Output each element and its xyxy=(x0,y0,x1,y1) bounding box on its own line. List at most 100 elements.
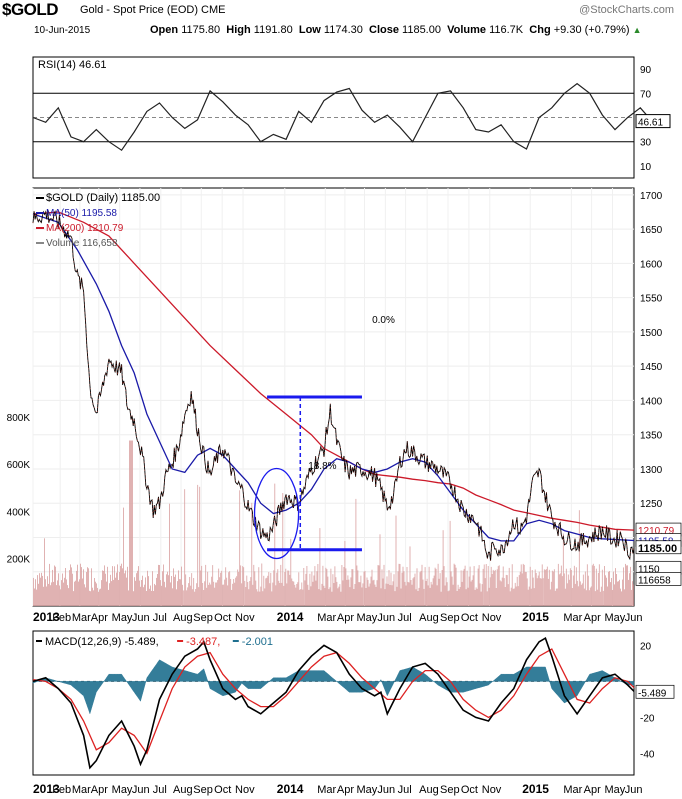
volume-bar xyxy=(39,573,40,606)
volume-bar xyxy=(192,589,194,606)
volume-bar xyxy=(499,580,501,606)
volume-bar xyxy=(244,580,246,606)
volume-bar xyxy=(308,589,310,606)
volume-bar xyxy=(69,570,70,606)
volume-bar xyxy=(542,578,544,606)
volume-bar xyxy=(509,591,511,606)
volume-bar xyxy=(418,587,420,606)
volume-bar xyxy=(136,573,137,606)
volume-bar xyxy=(238,571,240,606)
volume-bar xyxy=(551,570,553,606)
volume-bar xyxy=(93,590,94,606)
volume-bar xyxy=(371,569,373,606)
price-x-tick: Mar xyxy=(72,612,91,624)
volume-bar xyxy=(474,589,476,606)
high-value: 1191.80 xyxy=(253,24,293,36)
price-x-tick: 2015 xyxy=(522,610,549,624)
ma200-line xyxy=(32,211,635,531)
symbol-title: $GOLD xyxy=(2,0,59,19)
volume-bar xyxy=(315,580,317,606)
macd-legend-macd_hist: -2.001 xyxy=(242,636,273,648)
volume-bar xyxy=(489,577,491,606)
volume-bar xyxy=(486,591,488,606)
volume-end-box xyxy=(635,572,682,586)
volume-bar xyxy=(120,565,121,606)
volume-bar xyxy=(99,589,100,606)
range-pct-label: 18.8% xyxy=(308,461,336,472)
rsi-current-box xyxy=(635,114,671,129)
volume-bar xyxy=(287,570,289,606)
volume-bar xyxy=(607,586,608,606)
volume-bar xyxy=(585,590,587,606)
volume-bar xyxy=(402,566,404,606)
volume-bar xyxy=(632,581,633,606)
volume-bar xyxy=(159,565,160,606)
volume-bar xyxy=(420,570,422,606)
volume-bar xyxy=(472,575,474,606)
low-label: Low xyxy=(298,24,321,36)
macd-legend-macd_line: MACD(12,26,9) -5.489, xyxy=(45,636,159,648)
volume-bar xyxy=(437,563,439,606)
volume-bar xyxy=(408,582,410,606)
volume-bar xyxy=(538,571,540,606)
volume-bar xyxy=(280,564,282,606)
volume-bar xyxy=(365,588,367,606)
volume-bar xyxy=(430,581,432,606)
volume-bar xyxy=(391,585,393,606)
volume-bar xyxy=(364,570,366,606)
volume-bar xyxy=(320,590,322,606)
volume-bar xyxy=(194,591,196,606)
macd-x-tick: Aug xyxy=(173,784,193,796)
volume-bar xyxy=(191,573,193,606)
volume-bar xyxy=(633,584,634,606)
volume-bar xyxy=(456,591,458,606)
volume-bar xyxy=(124,573,125,606)
volume-bar xyxy=(360,575,362,606)
volume-bar xyxy=(340,591,342,606)
volume-bar xyxy=(377,565,379,606)
volume-bar xyxy=(414,573,416,606)
volume-bar xyxy=(243,567,245,606)
price-x-tick: Jun xyxy=(377,612,395,624)
volume-bar xyxy=(498,565,500,606)
price-x-tick: Jul xyxy=(153,612,167,624)
volume-bar xyxy=(516,576,518,606)
volume-bar xyxy=(549,589,551,606)
volume-bar xyxy=(534,569,536,606)
volume-bar xyxy=(409,546,411,606)
volume-bar xyxy=(255,580,257,606)
chg-label: Chg xyxy=(529,24,551,36)
volume-bar xyxy=(566,583,568,606)
volume-bar xyxy=(366,577,368,606)
volume-bar xyxy=(422,579,424,606)
price-x-tick: 2013 xyxy=(33,610,60,624)
volume-bar xyxy=(198,587,200,606)
volume-bar xyxy=(536,578,538,606)
volume-bar xyxy=(421,564,423,606)
volume-bar xyxy=(245,587,247,606)
volume-bar xyxy=(517,586,519,606)
volume-y-tick: 400K xyxy=(7,507,31,518)
volume-bar xyxy=(496,569,498,606)
volume-bar xyxy=(241,583,243,606)
volume-bar xyxy=(234,582,236,606)
volume-bar xyxy=(95,581,96,606)
volume-bar xyxy=(577,586,579,606)
end-label: 1210.79 xyxy=(638,526,675,537)
rsi-y-tick: 90 xyxy=(640,65,652,76)
volume-bar xyxy=(179,579,180,606)
macd-x-tick: Oct xyxy=(461,784,478,796)
volume-bar xyxy=(510,587,512,606)
volume-bar xyxy=(582,574,584,606)
volume-bar xyxy=(155,585,156,606)
volume-bar xyxy=(527,589,529,606)
volume-bar xyxy=(225,567,227,606)
volume-bar xyxy=(209,582,211,606)
volume-bar xyxy=(212,565,214,606)
volume-bar xyxy=(34,588,35,606)
volume-bar xyxy=(572,575,574,606)
volume-bar xyxy=(274,483,276,606)
volume-bar xyxy=(358,582,360,606)
volume-bar xyxy=(254,571,256,606)
volume-bar xyxy=(286,583,288,606)
